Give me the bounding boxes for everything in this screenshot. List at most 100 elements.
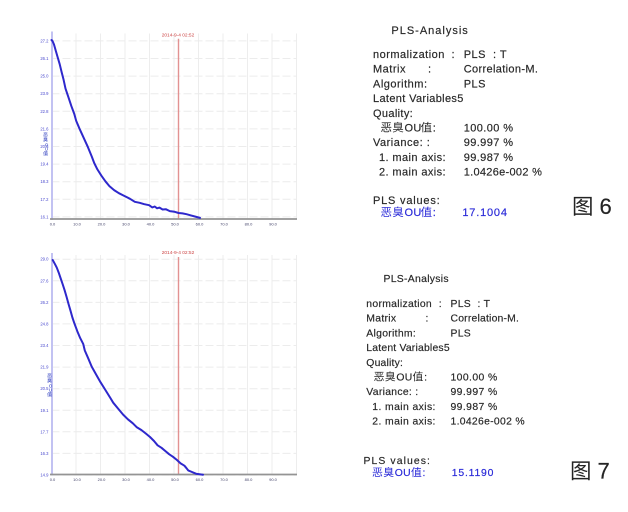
svg-text:50.0: 50.0 (171, 221, 180, 226)
svg-text:0.0: 0.0 (50, 221, 56, 226)
svg-text:99.997 %: 99.997 % (451, 387, 498, 398)
svg-text:18.3: 18.3 (40, 179, 49, 184)
svg-text:21.9: 21.9 (40, 365, 49, 370)
svg-text:90.0: 90.0 (269, 221, 278, 226)
svg-text:1. main axis:: 1. main axis: (372, 402, 436, 413)
svg-text:Quality:: Quality: (373, 108, 413, 120)
svg-text:99.997 %: 99.997 % (464, 137, 514, 149)
svg-text:16.3: 16.3 (40, 451, 49, 456)
svg-text:Algorithm:: Algorithm: (373, 78, 428, 90)
svg-text:19.1: 19.1 (40, 408, 49, 413)
svg-text:1. main axis:: 1. main axis: (379, 152, 446, 164)
svg-text:Algorithm:: Algorithm: (366, 328, 416, 339)
svg-text:16.1: 16.1 (40, 214, 49, 219)
svg-text:20.0: 20.0 (98, 221, 107, 226)
svg-text:Correlation-M.: Correlation-M. (464, 64, 539, 76)
svg-text::: : (424, 373, 427, 384)
svg-text:Matrix: Matrix (373, 64, 406, 76)
svg-text:50.0: 50.0 (171, 477, 180, 482)
svg-text:10.0: 10.0 (73, 477, 82, 482)
svg-text:Latent Variables5: Latent Variables5 (366, 343, 450, 354)
svg-text:60.0: 60.0 (196, 477, 205, 482)
svg-text:70.0: 70.0 (220, 477, 229, 482)
svg-text:normalization: normalization (373, 49, 445, 61)
svg-text:PLS: PLS (451, 328, 472, 339)
svg-text:80.0: 80.0 (245, 221, 254, 226)
svg-text:17.7: 17.7 (40, 429, 49, 434)
svg-text:: T: : T (493, 49, 507, 61)
svg-text:PLS-Analysis: PLS-Analysis (391, 25, 468, 37)
svg-text:17.1004: 17.1004 (462, 207, 507, 219)
svg-text:2014-9-4 02:52: 2014-9-4 02:52 (162, 32, 195, 38)
svg-text:80.0: 80.0 (245, 477, 254, 482)
svg-text:60.0: 60.0 (196, 221, 205, 226)
svg-text:OU: OU (396, 373, 412, 384)
svg-text:20.0: 20.0 (98, 477, 107, 482)
svg-text:Variance: :: Variance: : (366, 387, 418, 398)
svg-text:26.1: 26.1 (40, 56, 49, 61)
svg-text:23.4: 23.4 (40, 343, 49, 348)
svg-text:23.9: 23.9 (40, 91, 49, 96)
svg-text:OU: OU (405, 207, 422, 219)
svg-text:Matrix: Matrix (366, 314, 397, 325)
svg-text:20.5: 20.5 (40, 144, 49, 149)
svg-text:U: U (45, 147, 48, 152)
svg-text:PLS-Analysis: PLS-Analysis (384, 274, 449, 285)
svg-text:20.5: 20.5 (40, 386, 49, 391)
svg-text::: : (452, 49, 455, 61)
svg-text::: : (426, 314, 429, 325)
svg-text:PLS: PLS (464, 49, 486, 61)
svg-text:100.00 %: 100.00 % (464, 123, 514, 135)
svg-text:PLS: PLS (464, 78, 486, 90)
svg-text::: : (439, 299, 442, 310)
svg-text:6: 6 (600, 194, 612, 219)
svg-text:Latent Variables5: Latent Variables5 (373, 93, 464, 105)
svg-text:: T: : T (478, 299, 491, 310)
svg-text:99.987 %: 99.987 % (464, 152, 514, 164)
svg-text:Correlation-M.: Correlation-M. (451, 314, 520, 325)
svg-text:OU: OU (395, 468, 411, 479)
svg-text:O: O (49, 383, 53, 388)
svg-text:17.2: 17.2 (40, 197, 49, 202)
svg-text:21.6: 21.6 (40, 126, 49, 131)
svg-text:2. main axis:: 2. main axis: (379, 167, 446, 179)
svg-text:14.9: 14.9 (40, 473, 49, 478)
svg-text:U: U (49, 388, 52, 393)
svg-text:30.0: 30.0 (122, 477, 131, 482)
svg-text:25.0: 25.0 (40, 74, 49, 79)
svg-text:24.8: 24.8 (40, 321, 49, 326)
svg-text:PLS values:: PLS values: (373, 195, 441, 207)
svg-text:2014-9-4 02:52: 2014-9-4 02:52 (162, 250, 195, 256)
svg-text:OU: OU (405, 123, 422, 135)
svg-text:70.0: 70.0 (220, 221, 229, 226)
svg-text:PLS: PLS (451, 299, 472, 310)
svg-text:99.987 %: 99.987 % (451, 402, 498, 413)
svg-text:29.0: 29.0 (40, 257, 49, 262)
svg-text:normalization: normalization (366, 299, 432, 310)
svg-text:90.0: 90.0 (269, 477, 278, 482)
svg-text:1.0426e-002 %: 1.0426e-002 % (451, 417, 525, 428)
svg-text:27.6: 27.6 (40, 278, 49, 283)
svg-text::: : (428, 64, 431, 76)
svg-text::: : (423, 468, 426, 479)
svg-text:PLS values:: PLS values: (364, 456, 432, 467)
svg-text:19.4: 19.4 (40, 162, 49, 167)
svg-text:40.0: 40.0 (147, 477, 156, 482)
svg-text:15.1190: 15.1190 (452, 468, 494, 479)
svg-text::: : (433, 207, 436, 219)
svg-text:27.2: 27.2 (40, 38, 49, 43)
svg-text:10.0: 10.0 (73, 221, 82, 226)
svg-text:100.00 %: 100.00 % (451, 373, 498, 384)
svg-text::: : (433, 123, 436, 135)
svg-text:1.0426e-002 %: 1.0426e-002 % (464, 167, 543, 179)
svg-text:Variance: :: Variance: : (373, 137, 430, 149)
svg-text:7: 7 (598, 459, 610, 484)
svg-text:O: O (45, 142, 49, 147)
svg-text:0.0: 0.0 (50, 477, 56, 482)
svg-text:40.0: 40.0 (147, 221, 156, 226)
svg-text:26.2: 26.2 (40, 300, 49, 305)
svg-text:Quality:: Quality: (366, 358, 403, 369)
svg-text:2. main axis:: 2. main axis: (372, 417, 436, 428)
svg-text:22.8: 22.8 (40, 109, 49, 114)
svg-text:30.0: 30.0 (122, 221, 131, 226)
